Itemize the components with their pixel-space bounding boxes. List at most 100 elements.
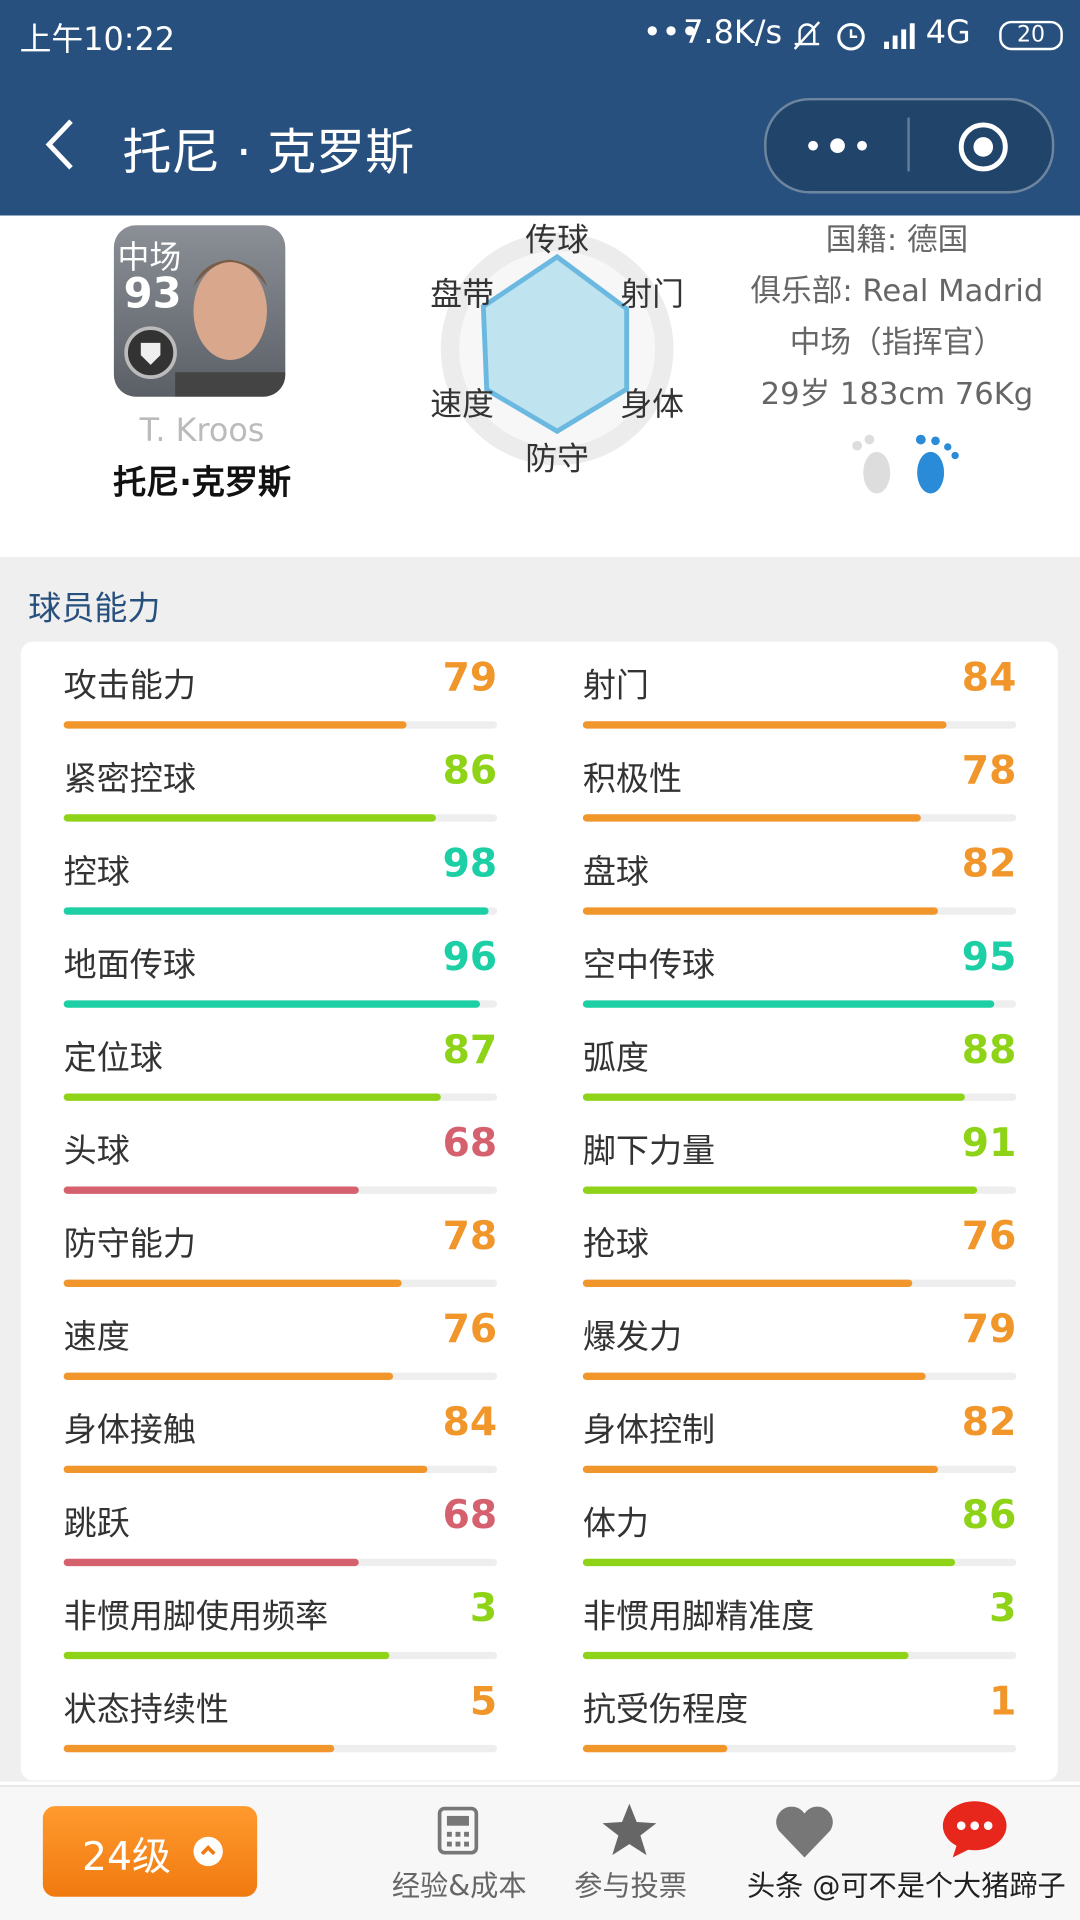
ability-value: 79 (961, 1305, 1017, 1352)
status-icons (793, 21, 865, 51)
ability-value: 86 (442, 746, 498, 794)
player-card: 中场 93 (113, 225, 286, 397)
ability-value: 91 (961, 1119, 1017, 1166)
level-button[interactable]: 24级 (42, 1806, 258, 1897)
bar-track (582, 1744, 1017, 1753)
tab-vote[interactable]: 参与投票 (574, 1871, 687, 1903)
bar (63, 721, 407, 729)
radar-label: 防守 (525, 440, 589, 478)
foot-icons (852, 434, 959, 494)
capsule (764, 97, 1055, 194)
player-photo (175, 259, 286, 397)
bar-track (582, 1093, 1017, 1101)
ability-label: 身体接触 (63, 1411, 196, 1450)
radar-label: 传球 (525, 220, 589, 258)
club: 俱乐部: Real Madrid (750, 273, 1044, 309)
bar-track (582, 1465, 1017, 1474)
role: 中场（指挥官） (789, 324, 1005, 361)
ability-value: 76 (442, 1305, 498, 1352)
radar-label: 射门 (620, 275, 684, 313)
level-label: 24级 (82, 1833, 172, 1880)
heart-icon[interactable] (771, 1804, 837, 1860)
ability-label: 地面传球 (63, 946, 196, 985)
ability-value: 3 (469, 1584, 498, 1632)
bar (63, 1000, 480, 1008)
ability-value: 68 (442, 1491, 498, 1538)
bar-track (582, 1186, 1017, 1194)
ability-value: 96 (442, 933, 498, 980)
ability-value: 5 (469, 1677, 498, 1725)
bar (63, 1558, 359, 1567)
ability-value: 87 (442, 1026, 498, 1073)
player-rating: 93 (123, 269, 182, 319)
bar (582, 1372, 926, 1381)
bar-track (582, 1558, 1017, 1567)
bar-track (582, 1372, 1017, 1381)
ability-label: 身体控制 (582, 1411, 716, 1450)
ability-label: 抢球 (582, 1225, 649, 1264)
bar (63, 1372, 394, 1381)
bar (582, 1186, 978, 1194)
ability-label: 积极性 (582, 760, 683, 799)
bar (63, 907, 489, 915)
level-arrow (193, 1836, 223, 1867)
player-position: 中场 (117, 240, 182, 277)
ability-label: 抗受伤程度 (582, 1691, 749, 1729)
more-button[interactable] (803, 127, 876, 164)
bar-track (63, 721, 498, 729)
bar (582, 721, 947, 729)
bar-track (63, 1465, 498, 1474)
bar-track (582, 1651, 1017, 1660)
back-button[interactable] (37, 116, 86, 172)
bar (582, 1279, 913, 1287)
bar-track (582, 721, 1017, 729)
ability-value: 78 (442, 1212, 498, 1259)
star-icon (602, 1803, 657, 1856)
ability-value: 79 (442, 653, 498, 701)
ability-value: 78 (961, 746, 1017, 794)
status-time: 上午10:22 (19, 22, 176, 59)
ability-label: 跳跃 (63, 1504, 130, 1543)
ability-label: 体力 (582, 1504, 649, 1543)
bar (582, 1744, 728, 1753)
bar (582, 1093, 965, 1101)
ability-value: 88 (961, 1026, 1017, 1073)
ability-label: 脚下力量 (582, 1132, 716, 1171)
bar-track (582, 907, 1017, 915)
bar-track (63, 1186, 498, 1194)
bar (582, 1651, 908, 1660)
bar-track (63, 907, 498, 915)
ability-value: 84 (961, 653, 1017, 701)
ability-value: 95 (961, 933, 1017, 980)
radar-label: 盘带 (430, 275, 494, 313)
divider (907, 117, 910, 172)
bar (582, 814, 921, 822)
chat-icon[interactable] (940, 1799, 1009, 1860)
close-button[interactable] (956, 120, 1010, 174)
bar-track (63, 814, 498, 822)
player-name-cn: 托尼·克罗斯 (113, 464, 291, 503)
ability-value: 82 (961, 1398, 1017, 1445)
bar (582, 1000, 995, 1008)
bar-track (582, 1000, 1017, 1008)
app-header: 上午10:22 ••• 7.8K/s 4G 20 托尼 · 克罗斯 (0, 0, 1080, 216)
ability-label: 弧度 (582, 1039, 649, 1078)
bar-track (63, 1279, 498, 1287)
bar-track (63, 1558, 498, 1567)
ability-label: 射门 (582, 667, 649, 706)
tab-cost[interactable]: 经验&成本 (391, 1871, 527, 1903)
bar (63, 1651, 389, 1660)
status-speed: 7.8K/s (683, 14, 783, 52)
ability-label: 状态持续性 (63, 1691, 229, 1729)
ability-label: 防守能力 (63, 1225, 196, 1264)
bar-track (582, 1279, 1017, 1287)
ability-label: 盘球 (582, 853, 649, 892)
ability-value: 98 (442, 840, 498, 887)
bar-track (63, 1000, 498, 1008)
player-name-en: T. Kroos (139, 412, 265, 450)
signal-icon (884, 23, 915, 49)
bar-track (582, 814, 1017, 822)
calculator-icon (437, 1806, 479, 1855)
